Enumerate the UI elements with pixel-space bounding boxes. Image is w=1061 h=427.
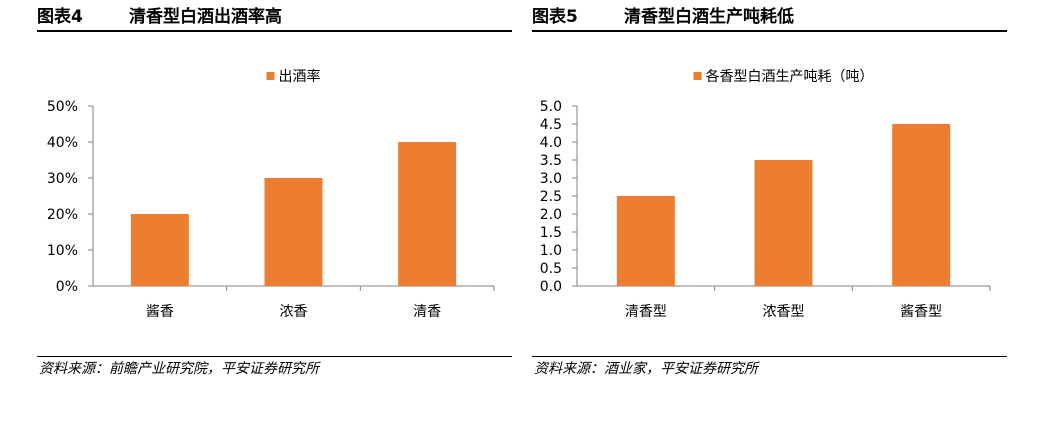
legend-label: 各香型白酒生产吨耗（吨） (706, 69, 874, 85)
x-category-label: 酱香 (146, 304, 174, 320)
y-tick-label: 2.0 (540, 207, 562, 223)
bar (616, 196, 675, 286)
figure-4-source: 资料来源：前瞻产业研究院，平安证券研究所 (39, 361, 319, 377)
figure-4-title-text: 清香型白酒出酒率高 (129, 7, 282, 27)
figure-5-title-text: 清香型白酒生产吨耗低 (624, 7, 794, 27)
figure-5-source: 资料来源：酒业家，平安证券研究所 (534, 361, 758, 377)
figure-4-title: 图表4 清香型白酒出酒率高 (37, 4, 512, 30)
bar (398, 142, 457, 286)
y-tick-label: 0.0 (540, 279, 562, 295)
figure-5-title: 图表5 清香型白酒生产吨耗低 (532, 4, 1007, 30)
x-category-label: 浓香 (280, 304, 308, 320)
figure-5-top-rule (532, 30, 1007, 32)
y-tick-label: 3.5 (540, 153, 562, 169)
legend-label: 出酒率 (279, 68, 321, 85)
figure-4-chart: 出酒率 0% 10% 20% 30% 40% 50% 酱香 浓香 清香 (47, 68, 495, 320)
legend: 各香型白酒生产吨耗（吨） (693, 69, 874, 85)
figure-4-bottom-rule (37, 356, 512, 357)
y-tick-label: 1.0 (540, 243, 562, 259)
y-tick-label: 2.5 (540, 189, 562, 205)
y-tick-label: 10% (47, 243, 78, 259)
legend: 出酒率 (266, 68, 321, 85)
figure-4-top-rule (37, 30, 512, 32)
y-tick-label: 3.0 (540, 171, 562, 187)
y-tick-label: 40% (47, 135, 78, 151)
bar (892, 124, 951, 286)
figure-5-panel: 图表5 清香型白酒生产吨耗低 各香型白酒生产吨耗（吨） 0.0 0.5 1.0 1.5 2.… (532, 0, 1007, 427)
y-tick-label: 20% (47, 207, 78, 223)
x-category-label: 清香型 (625, 304, 667, 320)
y-tick-label: 4.5 (540, 117, 562, 133)
y-tick-label: 30% (47, 171, 78, 187)
y-tick-label: 4.0 (540, 135, 562, 151)
figure-4-panel: 图表4 清香型白酒出酒率高 出酒率 0% 10% 20% 30% 40% 50% 酱香 浓香 清香 … (37, 0, 512, 427)
figure-5-chart: 各香型白酒生产吨耗（吨） 0.0 0.5 1.0 1.5 2.0 2.5 3.0 3.5 4.0 4… (540, 69, 991, 320)
y-tick-label: 1.5 (540, 225, 562, 241)
legend-swatch (266, 72, 275, 80)
bar (130, 214, 189, 286)
figure-5-number: 图表5 (532, 7, 578, 27)
x-category-label: 酱香型 (900, 304, 942, 320)
figure-5-bottom-rule (532, 356, 1007, 357)
bar (754, 160, 813, 286)
legend-swatch (693, 72, 702, 80)
y-tick-label: 50% (47, 99, 78, 115)
bar (264, 178, 323, 286)
y-tick-label: 5.0 (540, 99, 562, 115)
x-category-label: 浓香型 (763, 304, 805, 320)
x-category-label: 清香 (413, 304, 441, 320)
figure-4-number: 图表4 (37, 7, 83, 27)
y-tick-label: 0% (56, 279, 78, 295)
y-tick-label: 0.5 (540, 261, 562, 277)
